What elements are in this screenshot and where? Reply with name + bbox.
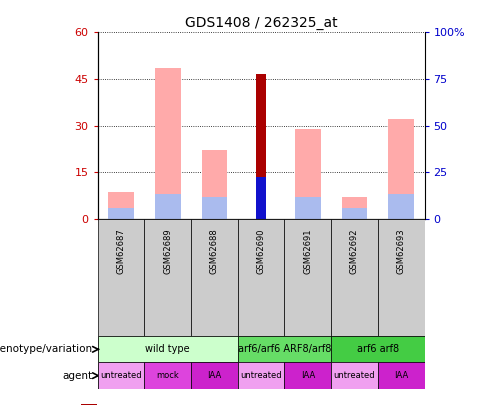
Text: arf6 arf8: arf6 arf8 [357,344,399,354]
Bar [155,194,181,219]
Text: GSM62693: GSM62693 [397,228,406,274]
Bar [238,362,285,389]
Text: genotype/variation: genotype/variation [0,344,93,354]
Bar [378,362,425,389]
Text: GSM62691: GSM62691 [303,228,312,274]
Bar [238,336,331,362]
Title: GDS1408 / 262325_at: GDS1408 / 262325_at [185,16,337,30]
Bar [331,219,378,336]
Text: arf6/arf6 ARF8/arf8: arf6/arf6 ARF8/arf8 [238,344,331,354]
Text: untreated: untreated [240,371,282,380]
Bar [256,75,266,219]
Bar [98,336,238,362]
Bar [331,362,378,389]
Bar [144,219,191,336]
Text: untreated: untreated [334,371,375,380]
Bar [331,336,425,362]
Text: GSM62689: GSM62689 [163,228,172,274]
Text: agent: agent [62,371,93,381]
Bar [155,68,181,219]
Bar [98,362,144,389]
Text: IAA: IAA [207,371,222,380]
Bar [98,219,144,336]
Bar [202,197,227,219]
Text: GSM62687: GSM62687 [117,228,125,274]
Bar [295,129,321,219]
Text: GSM62692: GSM62692 [350,228,359,274]
Bar [144,362,191,389]
Text: GSM62690: GSM62690 [257,228,265,274]
Bar [342,208,367,219]
Bar [191,362,238,389]
Bar [238,219,285,336]
Text: IAA: IAA [394,371,408,380]
Text: untreated: untreated [100,371,142,380]
Bar [342,197,367,219]
Text: wild type: wild type [145,344,190,354]
Bar [191,219,238,336]
Text: GSM62688: GSM62688 [210,228,219,274]
Bar [295,197,321,219]
Text: IAA: IAA [301,371,315,380]
Bar [388,194,414,219]
Bar [202,150,227,219]
Bar [285,362,331,389]
Bar [378,219,425,336]
Bar [256,177,266,219]
Bar [388,119,414,219]
Bar [285,219,331,336]
Bar [108,208,134,219]
Bar [108,192,134,219]
Text: mock: mock [156,371,179,380]
